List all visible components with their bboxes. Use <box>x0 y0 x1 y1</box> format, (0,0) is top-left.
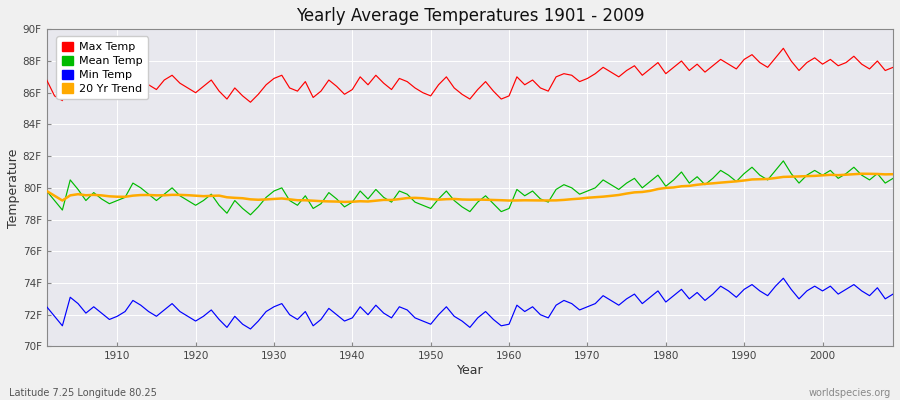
X-axis label: Year: Year <box>456 364 483 377</box>
Text: Latitude 7.25 Longitude 80.25: Latitude 7.25 Longitude 80.25 <box>9 388 157 398</box>
Title: Yearly Average Temperatures 1901 - 2009: Yearly Average Temperatures 1901 - 2009 <box>295 7 644 25</box>
Text: worldspecies.org: worldspecies.org <box>809 388 891 398</box>
Y-axis label: Temperature: Temperature <box>7 148 20 228</box>
Legend: Max Temp, Mean Temp, Min Temp, 20 Yr Trend: Max Temp, Mean Temp, Min Temp, 20 Yr Tre… <box>57 36 148 99</box>
